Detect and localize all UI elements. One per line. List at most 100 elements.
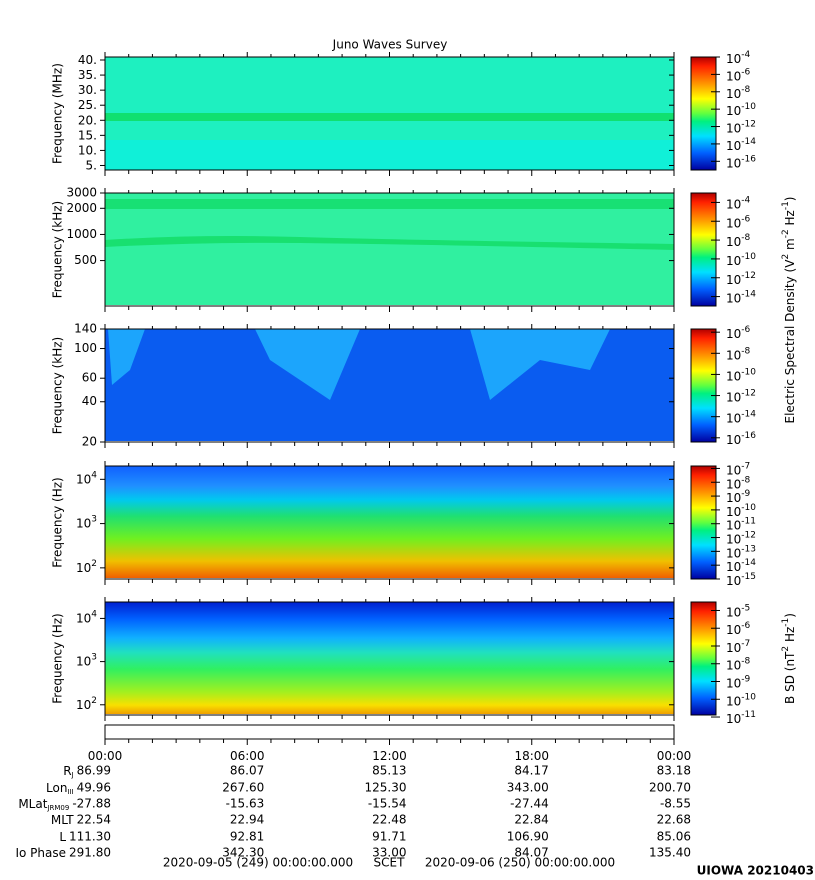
colorbar [690, 328, 717, 443]
footer-text: SCET [374, 856, 406, 870]
spectrogram-3-emission [108, 329, 610, 400]
colorbar-label-part: B SD (nT [783, 651, 797, 704]
ephemeris-value: 92.81 [230, 830, 264, 844]
colorbar-tick-label-base: 10 [726, 121, 741, 135]
y-tick-label: 40 [82, 394, 97, 408]
spectrogram-2-band [105, 236, 674, 250]
colorbar-tick-label: 10-5 [726, 603, 750, 619]
colorbar-tick-label-exp: -12 [741, 270, 756, 280]
colorbar-tick-label-exp: -16 [741, 154, 756, 164]
colorbar [690, 56, 717, 171]
ephemeris-label: MLatJRM09 [18, 797, 69, 813]
colorbar-tick-label-base: 10 [726, 463, 741, 477]
y-tick-label-base: 30. [78, 83, 97, 97]
colorbar-tick-label-exp: -7 [741, 638, 750, 648]
colorbar-label: Electric Spectral Density (V2 m-2 Hz-1) [781, 196, 797, 423]
colorbar-tick-label-base: 10 [726, 712, 741, 726]
y-tick-label-exp: 2 [91, 695, 97, 705]
colorbar-tick-label-base: 10 [726, 253, 741, 267]
colorbar-tick-label-exp: -10 [741, 692, 756, 702]
y-tick-label: 2000 [66, 201, 97, 215]
colorbar-label: B SD (nT2 Hz-1) [781, 613, 797, 704]
y-tick-label-base: 10 [76, 697, 91, 711]
y-tick-label-base: 15. [78, 128, 97, 142]
colorbar-tick-label-exp: -15 [741, 572, 756, 582]
ephemeris-value: 84.17 [514, 764, 548, 778]
ephemeris-value: 85.06 [657, 830, 691, 844]
x-tick-label-base: 00:00 [88, 749, 123, 763]
spectrogram-2-band [105, 199, 674, 209]
colorbar-tick-label-exp: -11 [741, 516, 756, 526]
y-axis-label: Frequency (Hz) [51, 477, 65, 568]
y-tick-label: 30. [78, 83, 97, 97]
colorbar-tick-label: 10-12 [726, 388, 756, 404]
ephemeris-value: 22.54 [77, 813, 111, 827]
y-tick-label-exp: 3 [91, 652, 97, 662]
ephemeris-value: 91.71 [372, 830, 406, 844]
y-tick-label: 100 [74, 341, 97, 355]
colorbar-tick-label: 10-8 [726, 656, 751, 672]
colorbar-tick-label: 10-12 [726, 530, 756, 546]
colorbar-tick-label-base: 10 [726, 640, 741, 654]
colorbar-tick-label-exp: -4 [741, 195, 750, 205]
colorbar-tick-label-exp: -6 [741, 325, 750, 335]
colorbar-tick-label: 10-12 [726, 119, 756, 135]
colorbar [690, 192, 717, 307]
spectrogram-4 [105, 466, 674, 578]
colorbar-label-sup: 2 [781, 254, 791, 260]
colorbar-label-sup: -1 [781, 201, 791, 210]
colorbar-tick-label-base: 10 [726, 546, 741, 560]
colorbar-tick-label-exp: -8 [741, 233, 750, 243]
y-tick-label: 102 [76, 695, 97, 711]
ephemeris-label-sub: III [67, 788, 73, 796]
colorbar-tick-label-base: 10 [726, 291, 741, 305]
colorbar-tick-label-base: 10 [726, 491, 741, 505]
colorbar-label-sup: -2 [781, 229, 791, 238]
ephemeris-value: 86.99 [77, 764, 111, 778]
y-tick-label: 5. [86, 158, 97, 172]
ephemeris-value: 22.94 [230, 813, 264, 827]
x-tick-label: 00:00 [657, 749, 692, 763]
colorbar-label-part: m [783, 238, 797, 254]
ephemeris-label-main: L [59, 830, 66, 844]
x-tick-label-base: 00:00 [657, 749, 692, 763]
ephemeris-value: 111.30 [69, 830, 111, 844]
colorbar-tick-label-exp: -8 [741, 656, 750, 666]
colorbar-tick-label: 10-7 [726, 638, 750, 654]
y-tick-label: 1000 [66, 227, 97, 241]
ephemeris-value: 291.80 [69, 846, 111, 860]
colorbar-tick-label-base: 10 [726, 52, 741, 66]
colorbar [690, 465, 717, 580]
colorbar-label-part: ) [783, 613, 797, 618]
colorbar-tick-label-base: 10 [726, 411, 741, 425]
colorbar-tick-label-base: 10 [726, 369, 741, 383]
ephemeris-label-main: Lon [46, 781, 67, 795]
y-axis-label: Frequency (MHz) [51, 63, 65, 164]
y-tick-label: 140 [74, 322, 97, 336]
colorbar-tick-label: 10-8 [726, 475, 751, 491]
colorbar-tick-label: 10-15 [726, 572, 756, 588]
ephemeris-value: 85.13 [372, 764, 406, 778]
colorbar-tick-label: 10-4 [726, 195, 751, 211]
colorbar-tick-label: 10-14 [726, 558, 756, 574]
ephemeris-label: LonIII [46, 781, 74, 797]
ephemeris-value: -15.63 [226, 797, 265, 811]
colorbar-tick-label-base: 10 [726, 518, 741, 532]
colorbar-tick-label-base: 10 [726, 623, 741, 637]
colorbar-label-part: Hz [783, 210, 797, 229]
y-axis-label: Frequency (Hz) [51, 613, 65, 704]
colorbar-tick-label-base: 10 [726, 104, 741, 118]
colorbar-tick-label-base: 10 [726, 694, 741, 708]
y-tick-label: 102 [76, 558, 97, 574]
colorbar-tick-label: 10-7 [726, 461, 750, 477]
stamp: UIOWA 20210403 [697, 864, 814, 878]
colorbar-tick-label: 10-14 [726, 409, 756, 425]
colorbar-tick-label-exp: -14 [741, 136, 756, 146]
colorbar-tick-label-exp: -13 [741, 544, 756, 554]
colorbar-tick-label-base: 10 [726, 348, 741, 362]
ephemeris-value: 84.07 [514, 846, 548, 860]
y-tick-label: 500 [74, 253, 97, 267]
colorbar-tick-label-base: 10 [726, 574, 741, 588]
colorbar-tick-label-exp: -10 [741, 251, 756, 261]
